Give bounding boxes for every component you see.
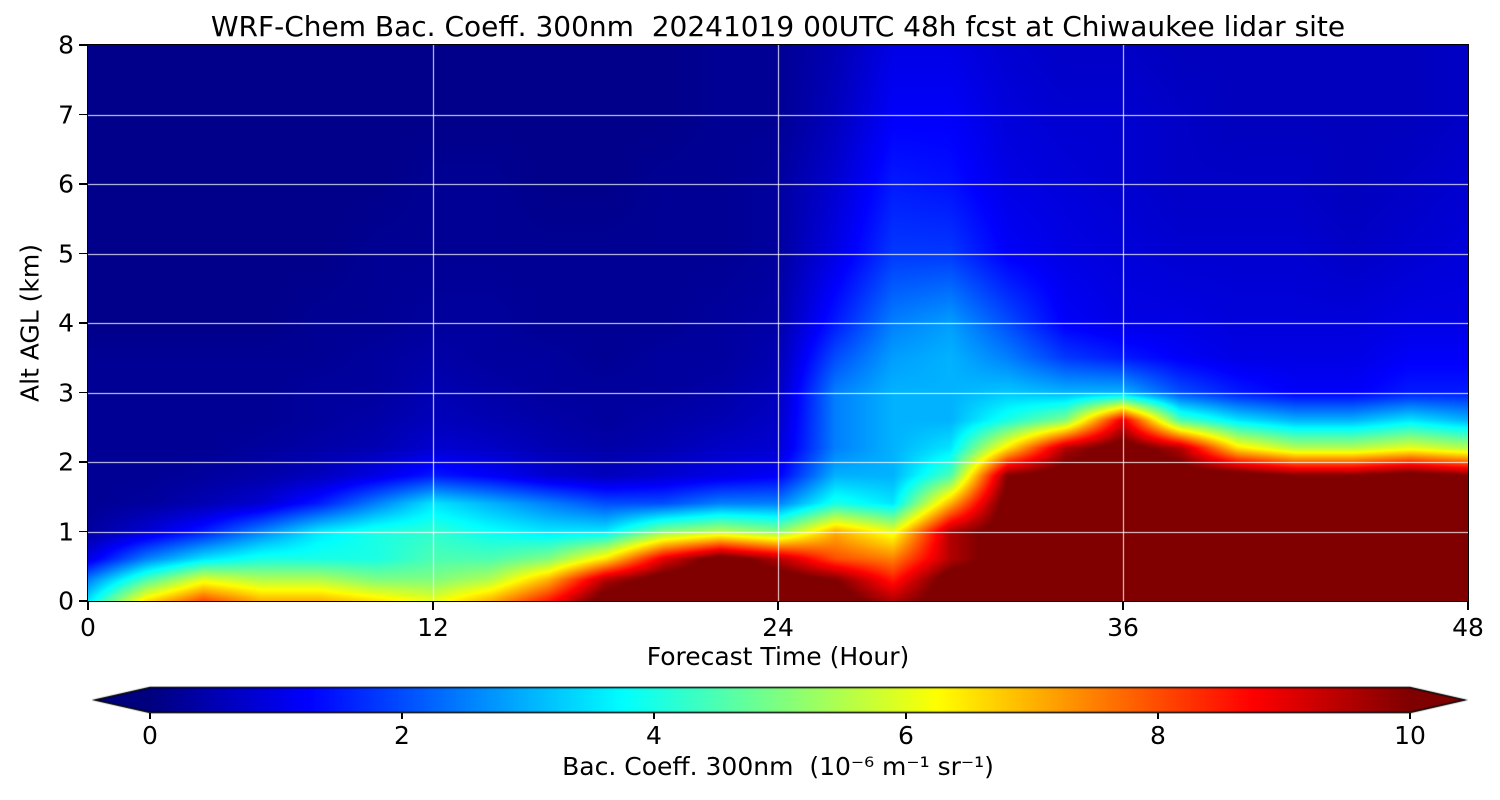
colorbar-tick-label: 2 xyxy=(394,721,410,750)
y-tick-mark xyxy=(79,600,87,602)
colorbar-tick-mark xyxy=(1157,713,1159,719)
x-tick-mark xyxy=(1122,602,1124,610)
x-tick-mark xyxy=(1467,602,1469,610)
x-tick-label: 48 xyxy=(1452,613,1484,642)
x-tick-label: 36 xyxy=(1107,613,1139,642)
chart-title: WRF-Chem Bac. Coeff. 300nm 20241019 00UT… xyxy=(210,10,1346,43)
colorbar-tick-mark xyxy=(401,713,403,719)
y-tick-mark xyxy=(79,461,87,463)
x-tick-mark xyxy=(432,602,434,610)
y-tick-label: 5 xyxy=(58,239,74,268)
colorbar-tick-label: 8 xyxy=(1150,721,1166,750)
colorbar-tick-mark xyxy=(149,713,151,719)
y-tick-label: 7 xyxy=(58,100,74,129)
x-tick-label: 0 xyxy=(80,613,96,642)
x-axis-label: Forecast Time (Hour) xyxy=(646,642,910,671)
y-tick-mark xyxy=(79,44,87,46)
y-tick-label: 8 xyxy=(58,30,74,60)
colorbar-label: Bac. Coeff. 300nm (10⁻⁶ m⁻¹ sr⁻¹) xyxy=(562,752,994,781)
y-tick-mark xyxy=(79,113,87,116)
y-tick-mark xyxy=(79,183,87,185)
colorbar xyxy=(88,686,1468,714)
colorbar-tick-mark xyxy=(1409,713,1411,719)
y-tick-mark xyxy=(79,252,87,255)
y-tick-label: 6 xyxy=(58,169,74,199)
colorbar-canvas xyxy=(88,686,1468,714)
colorbar-tick-mark xyxy=(653,713,655,719)
y-tick-label: 4 xyxy=(58,308,74,338)
colorbar-tick-label: 0 xyxy=(142,721,158,750)
colorbar-tick-label: 4 xyxy=(646,721,662,750)
y-axis-label: Alt AGL (km) xyxy=(15,243,45,403)
y-tick-label: 2 xyxy=(58,447,74,477)
colorbar-tick-label: 6 xyxy=(898,721,914,750)
x-tick-label: 24 xyxy=(762,613,794,642)
plot-area xyxy=(87,44,1469,602)
y-tick-label: 1 xyxy=(58,517,74,546)
x-tick-mark xyxy=(87,602,89,610)
y-tick-mark xyxy=(79,322,87,324)
y-tick-mark xyxy=(79,530,87,533)
colorbar-tick-mark xyxy=(905,713,907,719)
y-tick-label: 0 xyxy=(58,586,74,616)
x-tick-label: 12 xyxy=(417,613,449,642)
x-tick-mark xyxy=(777,602,779,610)
y-tick-label: 3 xyxy=(58,378,74,407)
heatmap-canvas xyxy=(88,45,1468,601)
colorbar-tick-label: 10 xyxy=(1394,721,1426,750)
y-tick-mark xyxy=(79,391,87,394)
